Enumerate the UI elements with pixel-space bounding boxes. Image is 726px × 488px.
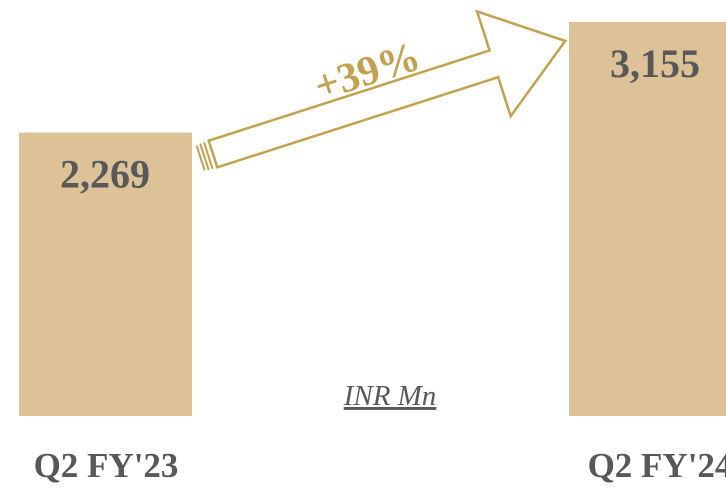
growth-arrow-shape — [207, 9, 568, 169]
growth-arrow-tail-line — [203, 141, 214, 170]
bar-value-label: 3,155 — [610, 41, 700, 86]
growth-arrow-tail-line — [199, 143, 210, 171]
unit-label: INR Mn — [343, 380, 437, 412]
bar — [569, 21, 726, 417]
growth-arrow: +39% — [195, 9, 568, 171]
bars-layer: 2,269 Q2 FY'23 3,155 Q2 FY'24 — [19, 21, 726, 485]
growth-arrow-tail-line — [195, 145, 206, 171]
category-label: Q2 FY'24 — [588, 446, 726, 485]
bar-value-label: 2,269 — [60, 152, 150, 197]
bar — [19, 132, 192, 416]
category-label: Q2 FY'23 — [34, 446, 179, 485]
